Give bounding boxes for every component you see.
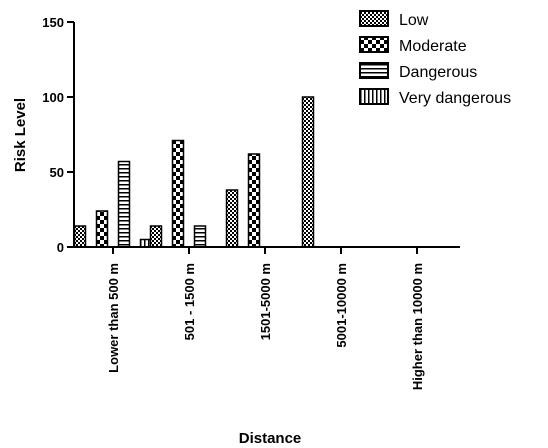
legend-swatch — [359, 62, 389, 79]
y-tick-label: 100 — [42, 90, 64, 105]
bar — [171, 139, 185, 248]
bar — [193, 225, 207, 248]
legend-label: Dangerous — [399, 64, 477, 81]
bar — [149, 225, 163, 248]
y-tick-label: 0 — [57, 240, 64, 255]
bar — [73, 225, 87, 248]
bar — [117, 160, 131, 248]
bar — [247, 153, 261, 248]
legend-swatch — [359, 36, 389, 53]
legend-swatch — [359, 88, 389, 105]
x-ticks: Lower than 500 m 501 - 1500 m 1501-5000 m 5… — [106, 247, 425, 390]
bar — [301, 96, 315, 248]
y-ticks: 0 50 100 150 — [42, 15, 74, 255]
x-axis-title: Distance — [239, 430, 302, 447]
y-axis-title: Risk Level — [12, 98, 29, 172]
legend-label: Very dangerous — [399, 90, 511, 107]
legend-swatch — [359, 10, 389, 27]
x-tick-label: 5001-10000 m — [334, 263, 349, 348]
bar — [95, 210, 109, 248]
x-tick-label: 501 - 1500 m — [182, 263, 197, 340]
x-tick-label: Higher than 10000 m — [410, 263, 425, 390]
y-tick-label: 150 — [42, 15, 64, 30]
legend-label: Moderate — [399, 38, 467, 55]
legend-label: Low — [399, 12, 429, 29]
bars-group — [73, 96, 315, 248]
legend: Low Moderate Dangerous Very dangerous — [359, 10, 511, 107]
x-tick-label: 1501-5000 m — [258, 263, 273, 340]
y-tick-label: 50 — [50, 165, 64, 180]
x-tick-label: Lower than 500 m — [106, 263, 121, 373]
bar — [225, 189, 239, 248]
